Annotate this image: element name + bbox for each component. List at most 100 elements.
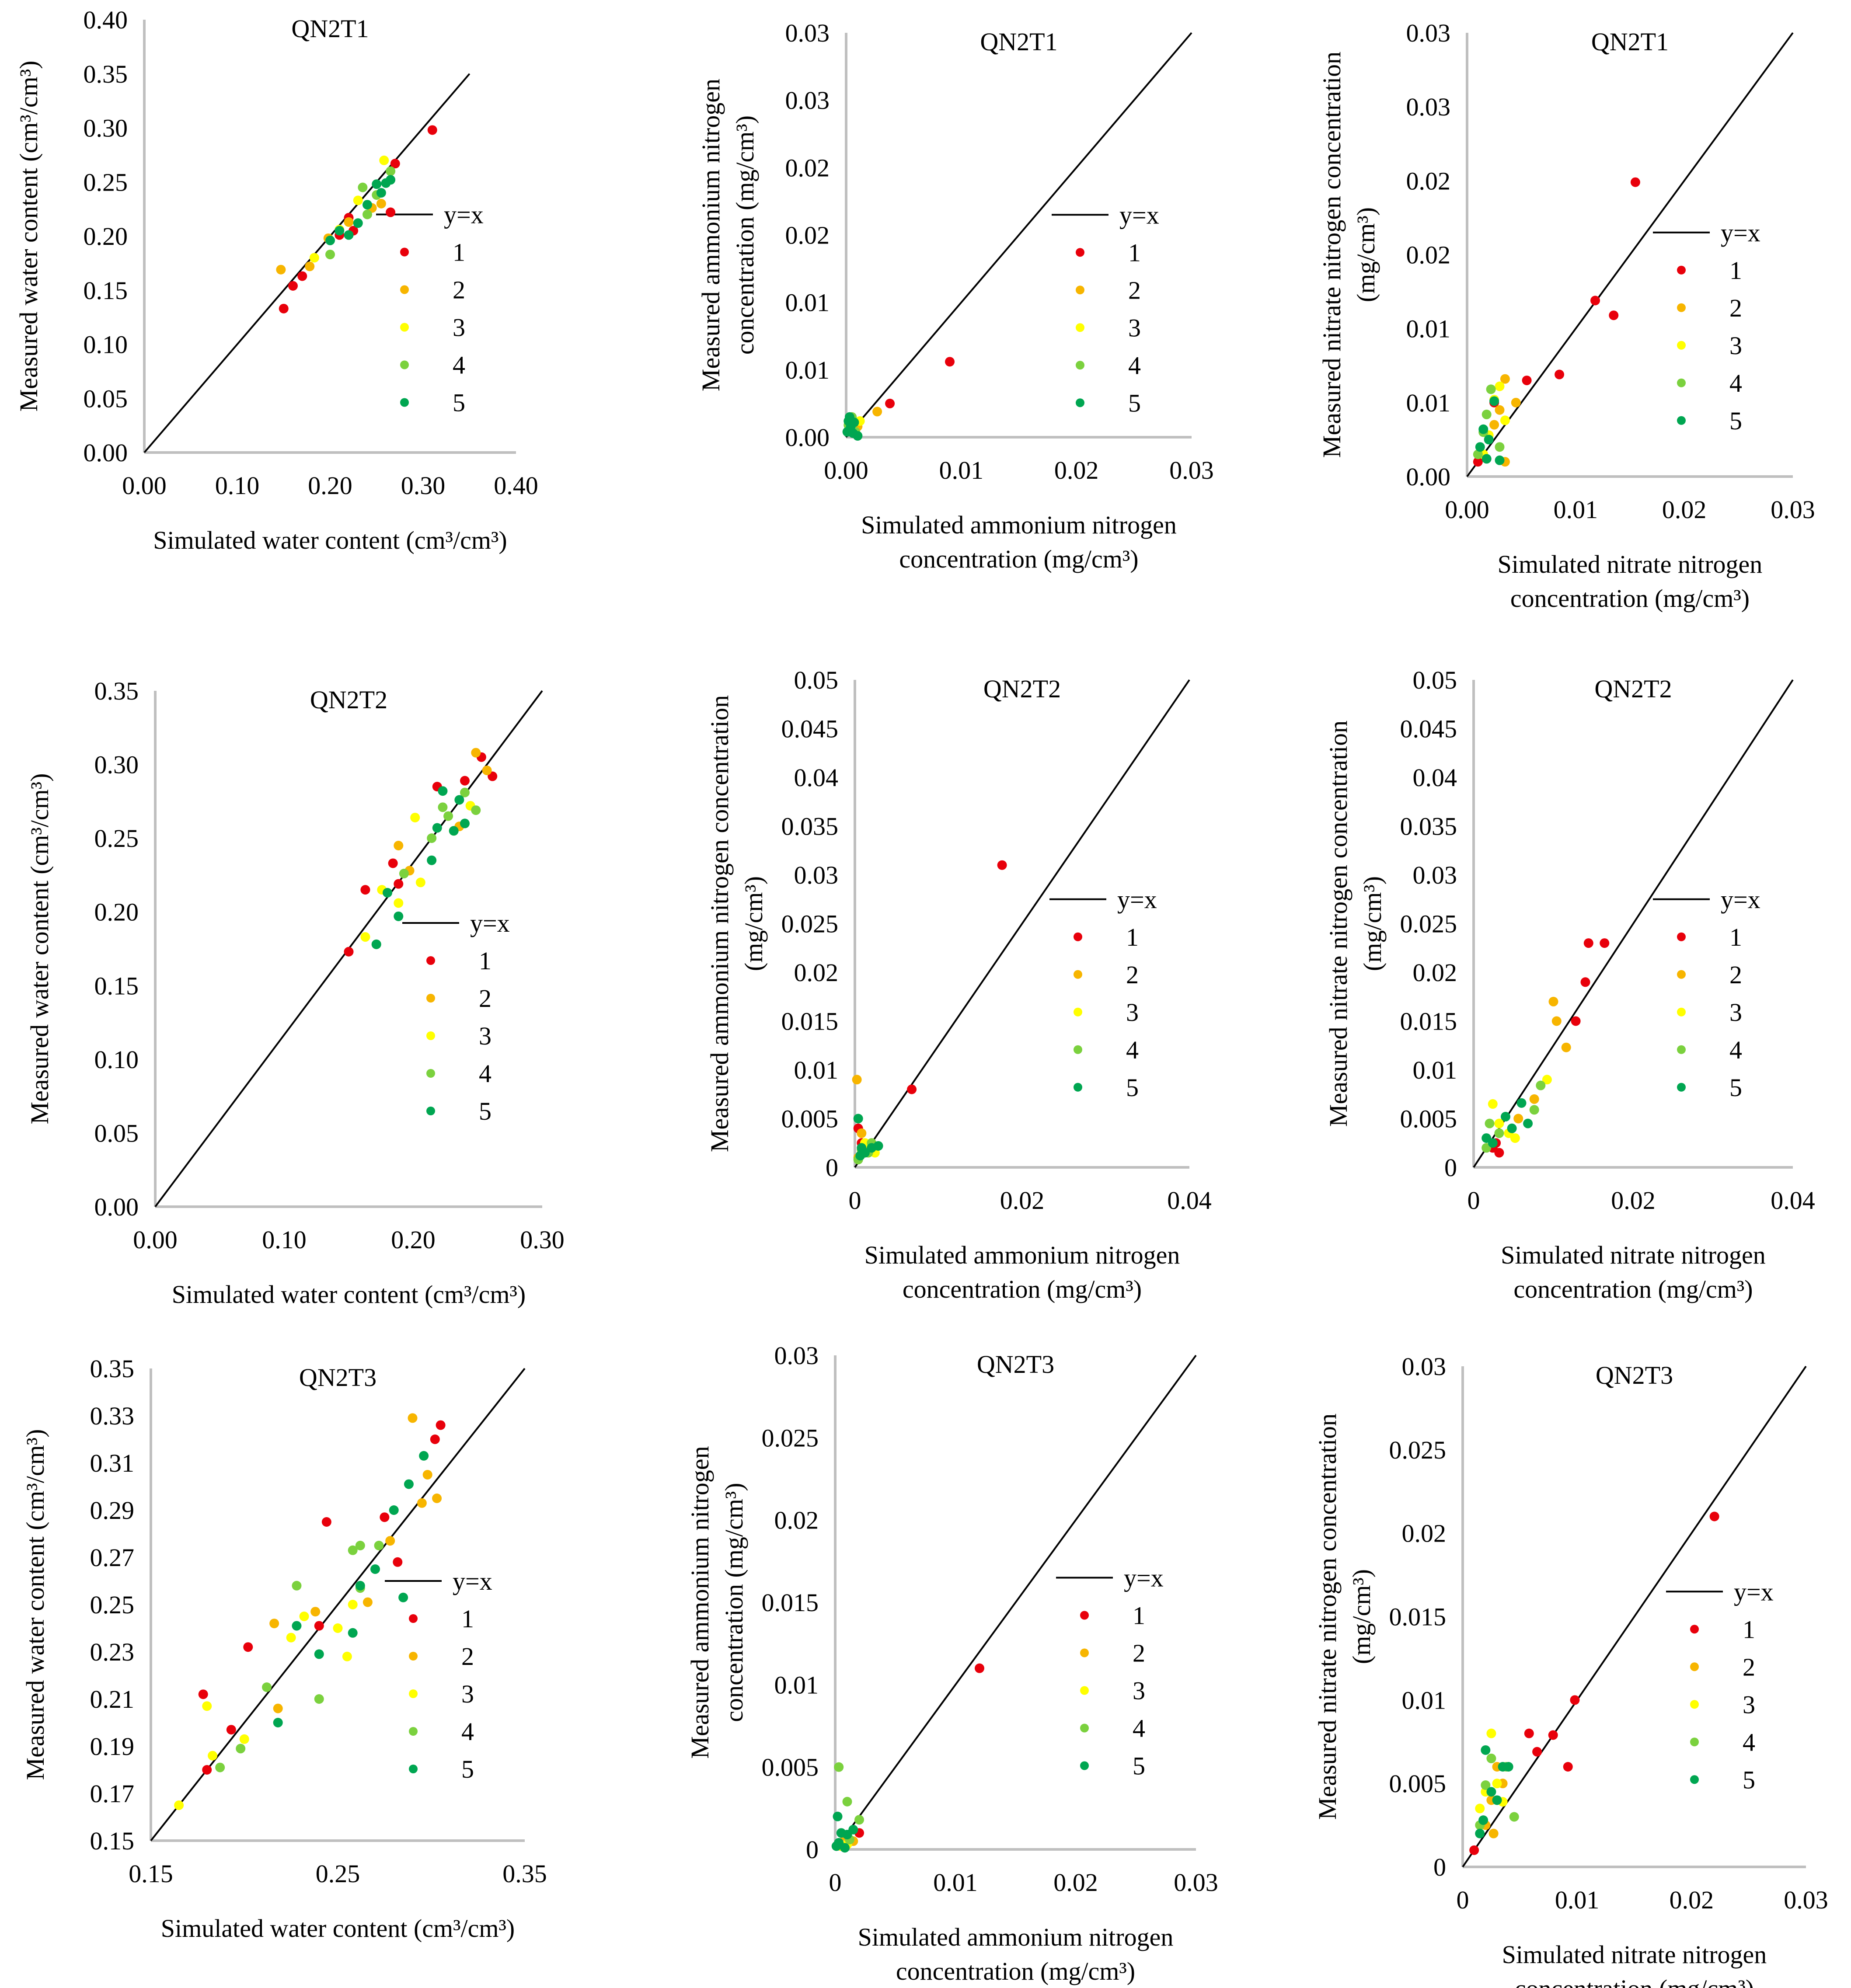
y-axis-label: (mg/cm³) — [739, 876, 768, 971]
data-point-series-3 — [1494, 1118, 1504, 1128]
y-axis-label: Measured nitrate nitrogen concentration — [1318, 52, 1346, 458]
y-tick-label: 0.02 — [774, 1506, 819, 1535]
data-point-series-4 — [1473, 449, 1483, 460]
data-point-series-5 — [335, 226, 345, 236]
reference-line-y-equals-x — [1462, 1365, 1807, 1868]
x-tick-label: 0.00 — [133, 1226, 178, 1254]
data-point-series-2 — [385, 1536, 395, 1546]
data-point-series-4 — [399, 869, 409, 879]
x-axis-label: Simulated nitrate nitrogen — [1502, 1940, 1767, 1969]
data-point-series-2 — [376, 198, 386, 209]
data-point-series-5 — [842, 427, 852, 437]
y-tick-label: 0.015 — [1400, 1007, 1457, 1036]
legend-label: 4 — [461, 1717, 474, 1746]
y-tick-label: 0.15 — [94, 971, 139, 1000]
y-tick-label: 0.20 — [94, 898, 139, 926]
data-point-series-5 — [1492, 1795, 1502, 1805]
chart-title: QN2T1 — [291, 14, 369, 43]
x-tick-label: 0.02 — [1670, 1886, 1714, 1914]
x-tick-label: 0.10 — [262, 1226, 307, 1254]
legend-marker — [1690, 1737, 1699, 1747]
legend-marker — [1690, 1700, 1699, 1709]
y-axis-label: (mg/cm³) — [1352, 207, 1380, 302]
x-tick-label: 0.01 — [933, 1868, 978, 1897]
chart-title: QN2T3 — [1596, 1361, 1673, 1389]
data-point-series-5 — [1481, 1745, 1491, 1755]
y-tick-label: 0.31 — [90, 1449, 135, 1477]
data-point-series-4 — [460, 787, 470, 797]
legend-marker — [409, 1727, 418, 1736]
x-axis-label: concentration (mg/cm³) — [1513, 1275, 1753, 1303]
data-point-series-2 — [408, 1413, 418, 1423]
y-tick-label: 0.02 — [1406, 241, 1451, 269]
x-tick-label: 0.15 — [129, 1859, 173, 1888]
y-tick-label: 0.01 — [794, 1056, 839, 1084]
data-point-series-1 — [297, 271, 307, 281]
legend-label: 5 — [1128, 389, 1141, 417]
data-point-series-5 — [363, 200, 372, 210]
data-point-series-3 — [1488, 1099, 1498, 1109]
data-point-series-4 — [1495, 442, 1505, 452]
data-point-series-1 — [1600, 938, 1610, 948]
y-tick-label: 0.01 — [1413, 1056, 1457, 1084]
y-tick-label: 0.00 — [94, 1193, 139, 1221]
data-point-series-3 — [360, 932, 370, 942]
data-point-series-1 — [460, 776, 470, 786]
x-tick-label: 0.03 — [1174, 1868, 1218, 1897]
y-tick-label: 0.21 — [90, 1685, 135, 1713]
legend-label: 2 — [1126, 961, 1139, 989]
data-point-series-1 — [907, 1084, 917, 1094]
y-tick-label: 0.015 — [781, 1007, 839, 1036]
x-tick-label: 0.10 — [215, 471, 260, 500]
y-axis-label: Measured water content (cm³/cm³) — [21, 1429, 49, 1780]
y-tick-label: 0.02 — [1406, 167, 1451, 195]
data-point-series-1 — [388, 858, 398, 868]
x-axis-label: concentration (mg/cm³) — [1515, 1974, 1754, 1988]
y-tick-label: 0.045 — [781, 715, 839, 743]
legend-marker — [1080, 1611, 1089, 1620]
y-tick-label: 0.01 — [785, 289, 830, 317]
data-point-series-2 — [310, 1607, 321, 1617]
y-axis-label: (mg/cm³) — [1347, 1569, 1376, 1664]
y-tick-label: 0.03 — [785, 86, 830, 115]
legend-marker — [1074, 1045, 1082, 1054]
y-axis-label: concentration (mg/cm³) — [720, 1483, 748, 1722]
data-point-series-4 — [358, 182, 368, 192]
y-tick-label: 0.03 — [785, 19, 830, 47]
y-tick-label: 0.35 — [84, 60, 128, 88]
data-point-series-4 — [854, 1815, 864, 1825]
y-tick-label: 0.015 — [1389, 1603, 1447, 1631]
scatter-panel: 0 0.01 0.02 0.03 0 0.005 0.01 0.015 0.02 0.025 0.0… — [1313, 1352, 1828, 1988]
data-point-series-1 — [344, 947, 354, 957]
legend-marker — [1677, 303, 1686, 312]
legend-marker — [1690, 1625, 1699, 1634]
data-point-series-5 — [454, 795, 464, 805]
data-point-series-1 — [288, 281, 298, 291]
x-axis-label: Simulated nitrate nitrogen — [1501, 1241, 1766, 1269]
data-point-series-4 — [386, 166, 396, 176]
y-tick-label: 0.035 — [781, 812, 839, 841]
legend-label: 1 — [479, 947, 492, 975]
y-tick-label: 0.02 — [785, 221, 830, 250]
legend-label: y=x — [1734, 1577, 1774, 1606]
y-tick-label: 0.03 — [1406, 93, 1451, 121]
legend-label: 5 — [453, 389, 465, 417]
data-point-series-1 — [1709, 1511, 1719, 1521]
data-point-series-2 — [305, 261, 315, 272]
data-point-series-3 — [309, 253, 319, 263]
y-axis-label: Measured ammonium nitrogen — [686, 1446, 714, 1758]
y-axis-label: (mg/cm³) — [1358, 876, 1387, 971]
y-axis-label: Measured ammonium nitrogen — [697, 79, 725, 391]
data-point-series-4 — [438, 802, 448, 812]
y-tick-label: 0.25 — [90, 1591, 135, 1619]
x-tick-label: 0.03 — [1771, 495, 1815, 524]
data-point-series-5 — [1475, 1828, 1485, 1838]
data-point-series-3 — [299, 1612, 309, 1621]
data-point-series-5 — [404, 1479, 414, 1489]
x-tick-label: 0.00 — [824, 456, 868, 484]
y-tick-label: 0.27 — [90, 1543, 135, 1572]
x-tick-label: 0.00 — [1445, 495, 1489, 524]
legend-label: 3 — [1126, 998, 1139, 1027]
data-point-series-5 — [1516, 1098, 1527, 1108]
